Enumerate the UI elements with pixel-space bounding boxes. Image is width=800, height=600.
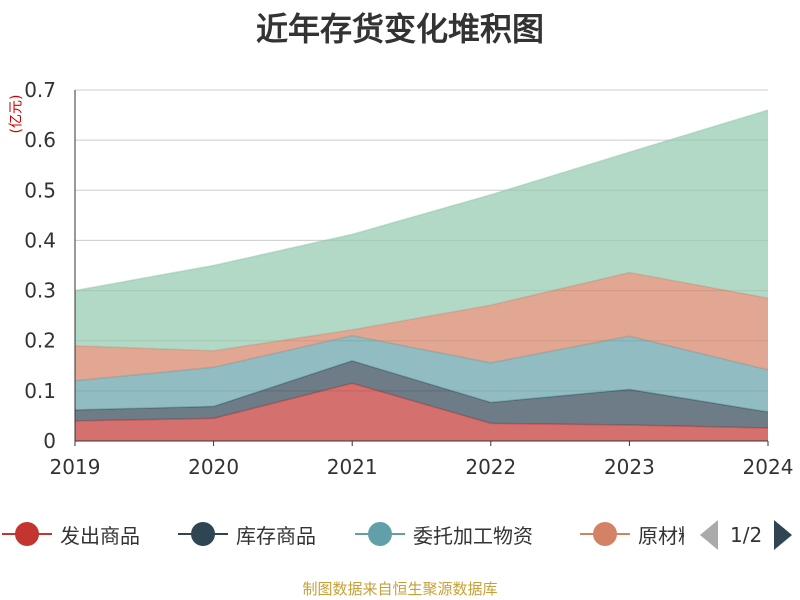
area-series-5[interactable]	[75, 110, 768, 351]
legend-label: 发出商品	[60, 523, 140, 548]
x-tick-labels: 2019 2020 2021 2022 2023 2024	[50, 441, 794, 479]
area-series	[74, 109, 769, 441]
legend-swatch-icon	[580, 522, 630, 546]
legend-label: 原材料	[638, 523, 684, 548]
legend: 发出商品 库存商品 委托加工物资 原材料 1/2	[0, 514, 800, 554]
legend-dot	[593, 522, 617, 546]
source-note: 制图数据来自恒生聚源数据库	[302, 580, 498, 598]
pager-page-indicator: 1/2	[730, 523, 763, 547]
area-series-line-2	[74, 360, 769, 413]
legend-items-viewport: 发出商品 库存商品 委托加工物资 原材料	[0, 514, 684, 554]
chart-title: 近年存货变化堆积图	[255, 10, 544, 48]
area-series-line-1	[74, 382, 769, 429]
legend-label: 委托加工物资	[413, 523, 533, 548]
legend-dot	[368, 522, 392, 546]
legend-item-finished-goods[interactable]: 库存商品	[178, 514, 316, 554]
stacked-area-chart: 00.10.20.30.40.50.60.7 2019 2020 2021 2022 2…	[24, 78, 794, 479]
pager-next-icon[interactable]	[774, 520, 793, 550]
y-tick-label: 0.7	[24, 78, 56, 102]
x-tick-label: 2019	[50, 455, 101, 479]
x-tick-label: 2022	[465, 455, 516, 479]
legend-dot	[15, 522, 39, 546]
legend-label: 库存商品	[236, 523, 316, 548]
axes	[74, 90, 768, 442]
x-tick-label: 2024	[743, 455, 794, 479]
y-tick-label: 0.6	[24, 128, 56, 152]
y-tick-label: 0	[43, 429, 56, 453]
area-series-1[interactable]	[75, 383, 768, 441]
area-series-3[interactable]	[75, 335, 768, 412]
y-tick-label: 0.5	[24, 178, 56, 202]
area-series-2[interactable]	[75, 360, 768, 428]
y-tick-labels: 0 0.1 0.2 0.3 0.4 0.5 0.6 0.7	[24, 78, 56, 453]
x-tick-label: 2021	[327, 455, 378, 479]
y-tick-label: 0.3	[24, 279, 56, 303]
area-series-line-5	[74, 109, 769, 292]
legend-item-consigned-processing[interactable]: 委托加工物资	[355, 514, 533, 554]
y-tick-label: 0.4	[24, 228, 56, 252]
legend-pager: 1/2	[700, 520, 793, 550]
legend-swatch-icon	[2, 522, 52, 546]
legend-dot	[191, 522, 215, 546]
legend-swatch-icon	[178, 522, 228, 546]
area-series-4[interactable]	[75, 272, 768, 381]
x-tick-label: 2023	[604, 455, 655, 479]
x-tick-label: 2020	[188, 455, 239, 479]
legend-swatch-icon	[355, 522, 405, 546]
y-tick-label: 0.1	[24, 379, 56, 403]
pager-prev-icon[interactable]	[700, 520, 718, 550]
y-tick-label: 0.2	[24, 329, 56, 353]
legend-item-raw-materials[interactable]: 原材料	[580, 514, 684, 554]
legend-item-shipped-goods[interactable]: 发出商品	[2, 514, 140, 554]
